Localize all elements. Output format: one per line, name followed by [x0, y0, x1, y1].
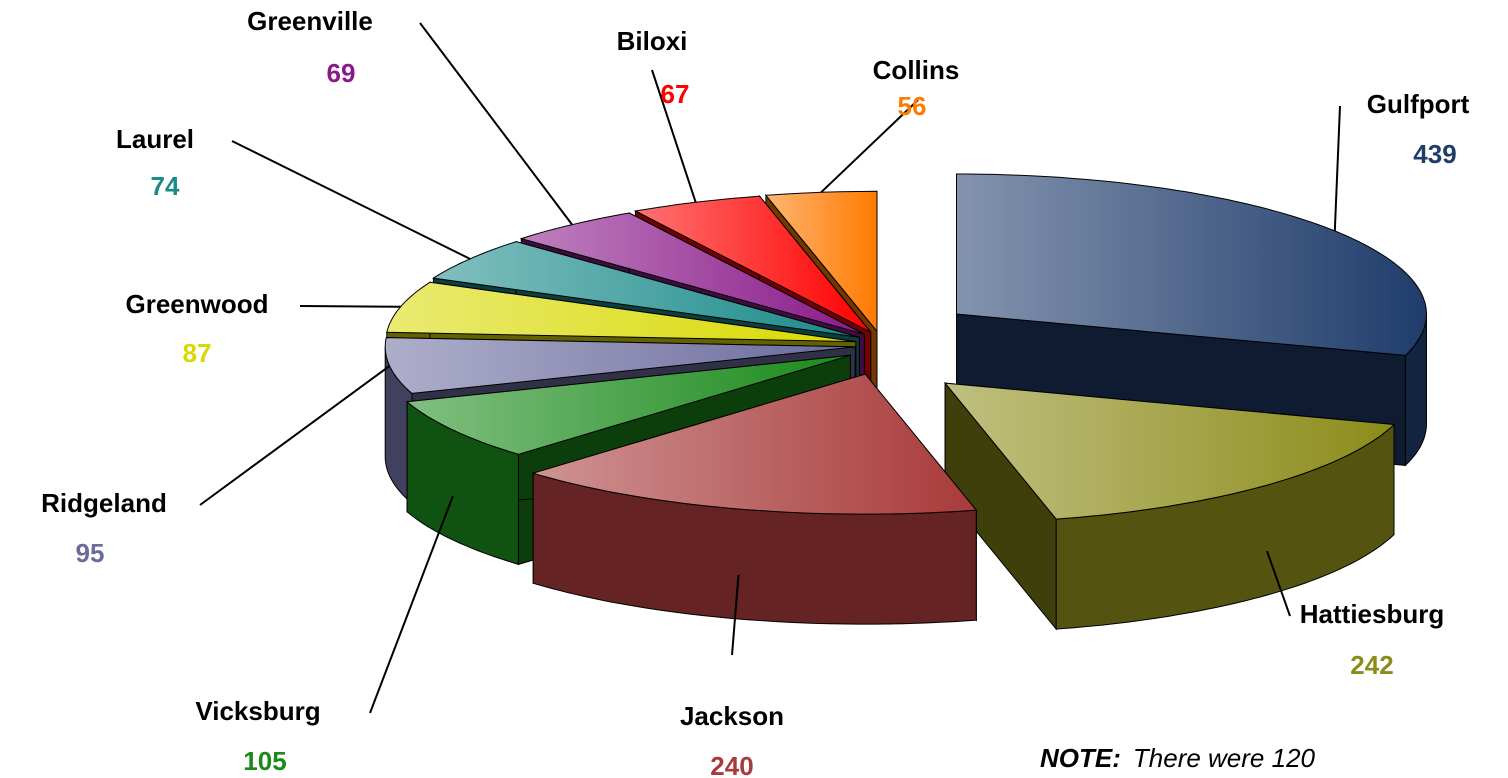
category-label: Greenville: [247, 6, 373, 36]
note-text: There were 120: [1133, 743, 1316, 773]
note-label: NOTE:: [1040, 743, 1121, 773]
leader-line: [731, 574, 740, 656]
labels: Gulfport 439 Hattiesburg 242 Jackson 240 Vicks…: [41, 6, 1469, 778]
leader-line: [1266, 550, 1291, 617]
value-label: 242: [1350, 650, 1393, 680]
slice-top: [386, 281, 856, 343]
slice-top: [943, 382, 1396, 520]
value-label: 56: [898, 91, 927, 121]
category-label: Collins: [873, 55, 960, 85]
category-label: Vicksburg: [195, 696, 320, 726]
leader-line: [1333, 105, 1341, 231]
slice: [943, 381, 1396, 631]
category-label: Hattiesburg: [1300, 599, 1444, 629]
category-label: Gulfport: [1367, 89, 1470, 119]
leader-line: [651, 69, 697, 203]
category-label: Laurel: [116, 124, 194, 154]
slice-top: [519, 212, 865, 335]
leader-line: [419, 22, 573, 226]
value-label: 67: [661, 79, 690, 109]
leader-line: [369, 495, 454, 714]
value-label: 87: [183, 338, 212, 368]
leader-line: [231, 140, 471, 260]
slice-top: [405, 354, 851, 455]
value-label: 74: [151, 171, 180, 201]
value-label: 95: [76, 538, 105, 568]
slice-top: [531, 373, 978, 515]
value-label: 240: [710, 751, 753, 778]
slice-top: [633, 195, 872, 333]
leader-line: [299, 305, 401, 308]
note: NOTE: There were 120: [1040, 743, 1316, 773]
leader-line: [199, 365, 391, 506]
category-label: Jackson: [680, 701, 784, 731]
category-label: Biloxi: [617, 26, 688, 56]
slices: [384, 173, 1428, 631]
category-label: Ridgeland: [41, 488, 167, 518]
value-label: 69: [327, 58, 356, 88]
value-label: 105: [243, 746, 286, 776]
category-label: Greenwood: [125, 289, 268, 319]
leader-line: [820, 99, 919, 194]
value-label: 439: [1413, 139, 1456, 169]
slice: [531, 372, 978, 625]
